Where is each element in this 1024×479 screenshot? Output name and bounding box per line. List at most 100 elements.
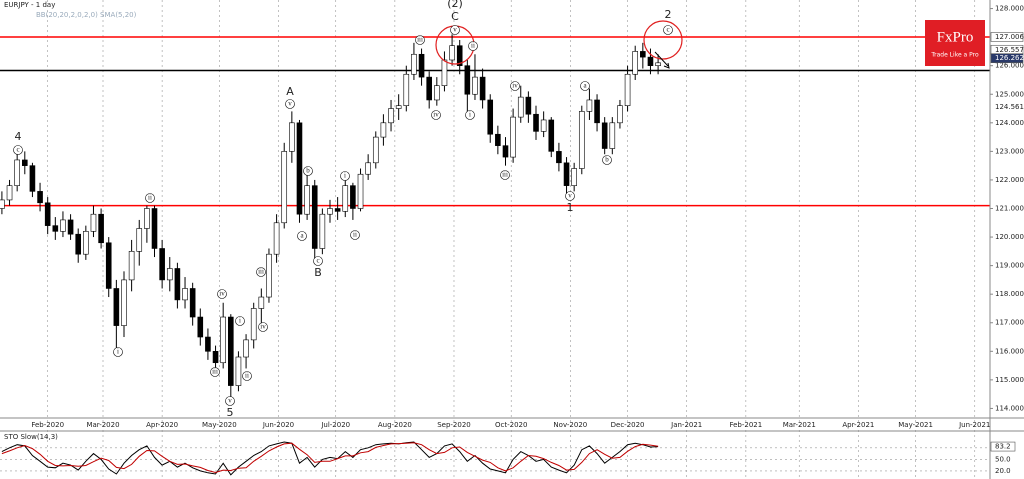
candle-body (75, 233, 82, 255)
indicator-legend: BB(20,20,2,0,2,0) SMA(5,20) (36, 11, 137, 19)
candle-body (426, 76, 432, 101)
candle-body (617, 105, 623, 124)
candle-body (411, 53, 417, 75)
candle-body (243, 339, 249, 358)
candle-body (548, 119, 555, 152)
wave-label: 4 (15, 130, 22, 143)
candle-body (357, 173, 364, 209)
wave-marker (217, 289, 227, 299)
candle-body (632, 51, 639, 75)
sto-title: STO Slow(14,3) (4, 433, 58, 441)
wave-marker (431, 110, 441, 120)
candle-body (235, 356, 242, 386)
y-tick-label: 115.000 (995, 376, 1024, 384)
logo-text: FxPro (937, 29, 974, 45)
x-tick-label: Jul-2020 (320, 421, 350, 429)
candle-body (395, 105, 402, 109)
grid (0, 0, 990, 479)
wave-marker (258, 322, 268, 332)
wave-marker (13, 145, 23, 155)
x-tick-label: Apr-2020 (146, 421, 178, 429)
wave-label: i (117, 348, 119, 356)
candle-body (52, 225, 59, 232)
wave-label: a (300, 232, 304, 240)
wave-label: iii (258, 268, 264, 276)
plot (0, 34, 990, 476)
x-tick-label: Jun-2021 (958, 421, 990, 429)
y-tick-label: 119.000 (995, 262, 1024, 270)
candle-body (342, 185, 349, 212)
candle-body (487, 99, 494, 135)
price-tag-box (990, 441, 1016, 452)
y-tick-label: 116.000 (995, 347, 1024, 355)
price-tag-box (991, 102, 1023, 112)
candle-body (266, 253, 272, 298)
wave-marker (350, 230, 360, 240)
candle-body (517, 96, 524, 118)
wave-label: c (666, 26, 669, 34)
x-tick-label: May-2020 (202, 421, 237, 429)
wave-label: a (583, 82, 587, 90)
wave-label: v (288, 100, 292, 108)
wave-marker (256, 267, 266, 277)
candle-body (289, 122, 295, 152)
candle-body (159, 248, 165, 281)
wave-marker (465, 110, 475, 120)
x-tick-label: Apr-2021 (842, 421, 874, 429)
candle-body (556, 151, 562, 164)
candle-body (502, 145, 509, 158)
candle-body (540, 119, 547, 132)
wave-marker (113, 347, 123, 357)
x-tick-label: Oct-2020 (495, 421, 527, 429)
candle-body (296, 122, 303, 215)
candle-body (29, 165, 36, 192)
candle-body (228, 316, 234, 386)
wave-marker (602, 155, 612, 165)
candle-body (655, 62, 661, 66)
candle-body (525, 96, 532, 115)
price-tag: 126.557 (995, 46, 1024, 54)
candle-body (212, 351, 219, 364)
wave-label: C (451, 10, 459, 23)
y-tick-label: 118.000 (995, 290, 1024, 298)
candle-body (44, 202, 51, 226)
wave-marker (565, 191, 575, 201)
candle-body (304, 185, 310, 215)
candle-body (220, 316, 226, 364)
candle-body (434, 85, 440, 101)
y-tick-label: 50.0 (995, 455, 1011, 463)
x-tick-label: Dec-2020 (611, 421, 645, 429)
candle-body (273, 222, 280, 255)
candle-body (388, 108, 394, 124)
candle-body (418, 53, 425, 78)
candle-body (250, 308, 257, 341)
candle-body (21, 159, 28, 166)
candle-body (90, 213, 97, 232)
candle-body (197, 316, 204, 338)
candle-body (350, 185, 356, 209)
candle-body (472, 76, 478, 95)
candle-body (334, 208, 341, 212)
wave-label: v (453, 26, 457, 34)
candle-body (647, 56, 654, 66)
y-tick-label: 122.000 (995, 176, 1024, 184)
wave-label: iv (433, 111, 439, 119)
wave-label: iii (502, 171, 508, 179)
sto-last-value: 83.2 (995, 443, 1011, 451)
chart-title: EURJPY - 1 day (4, 1, 55, 9)
price-tag: 126.262 (995, 54, 1024, 62)
candle-body (563, 162, 570, 186)
candle-body (578, 111, 585, 169)
candle-body (594, 99, 600, 124)
wave-label: iii (417, 36, 423, 44)
wave-marker (580, 81, 590, 91)
wave-label: 2 (665, 8, 672, 21)
y-tick-label: 124.000 (995, 119, 1024, 127)
y-tick-label: 20.0 (995, 467, 1011, 475)
candle-body (151, 208, 158, 249)
wave-label: (2) (447, 0, 463, 10)
wave-label: c (16, 146, 19, 154)
candle-body (136, 228, 143, 252)
wave-marker (415, 35, 425, 45)
